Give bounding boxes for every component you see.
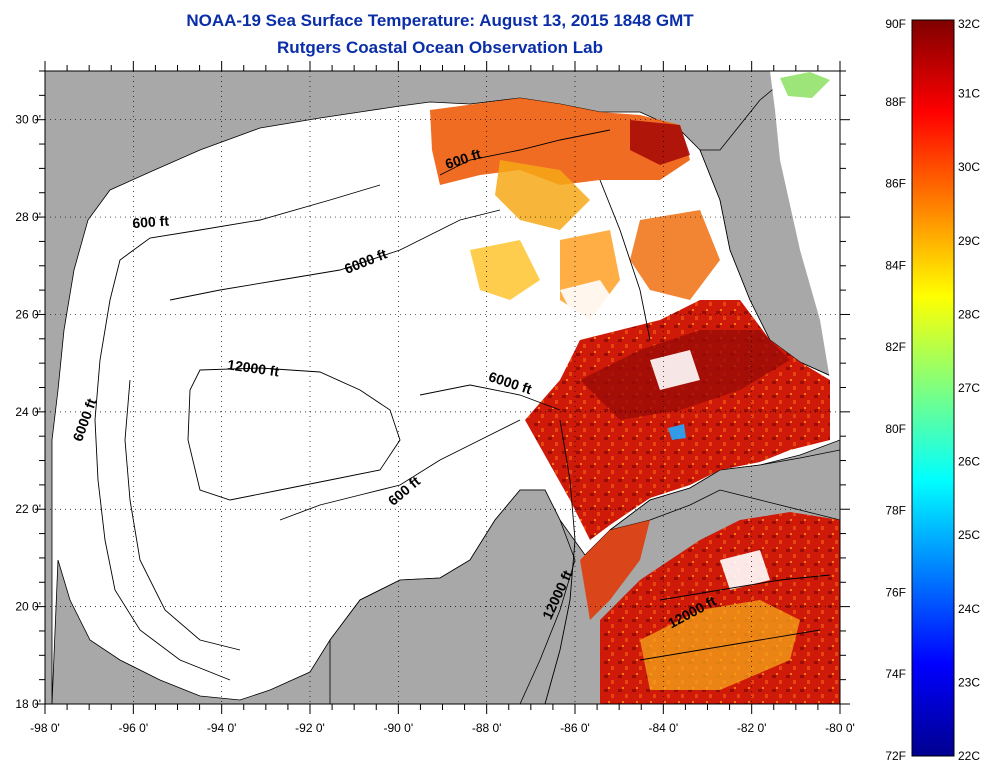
colorbar-f-label: 78F <box>885 504 906 518</box>
colorbar-c-label: 31C <box>958 87 980 101</box>
lon-tick-label: -94 0' <box>207 721 237 735</box>
lon-tick-label: -96 0' <box>119 721 149 735</box>
colorbar-c-label: 23C <box>958 675 980 689</box>
lon-tick-label: -92 0' <box>295 721 325 735</box>
latitude-tick-labels: 30 0' 28 0' 26 0' 24 0' 22 0' 20 0' 18 0' <box>15 113 41 711</box>
colorbar-c-label: 22C <box>958 749 980 763</box>
lat-tick-label: 24 0' <box>15 405 41 419</box>
lat-tick-label: 30 0' <box>15 113 41 127</box>
colorbar-f-label: 82F <box>885 340 906 354</box>
lon-tick-label: -98 0' <box>30 721 60 735</box>
atlantic-water <box>770 71 840 400</box>
colorbar-gradient <box>911 19 955 757</box>
lat-tick-label: 26 0' <box>15 307 41 321</box>
colorbar-c-label: 27C <box>958 381 980 395</box>
colorbar-c-label: 29C <box>958 234 980 248</box>
colorbar-c-label: 28C <box>958 307 980 321</box>
contour-label: 600 ft <box>132 213 170 232</box>
colorbar-c-label: 25C <box>958 528 980 542</box>
cuba-land <box>609 449 840 531</box>
longitude-tick-labels: -98 0' -96 0' -94 0' -92 0' -90 0' -88 0' -86 … <box>30 721 855 735</box>
contour-label: 12000 ft <box>226 356 280 379</box>
colorbar-c-label: 26C <box>958 455 980 469</box>
yucatan-land <box>329 489 576 704</box>
lat-tick-label: 18 0' <box>15 697 41 711</box>
colorbar-f-label: 80F <box>885 422 906 436</box>
lon-tick-label: -84 0' <box>649 721 679 735</box>
lon-tick-label: -90 0' <box>384 721 414 735</box>
colorbar-f-label: 74F <box>885 667 906 681</box>
lat-tick-label: 20 0' <box>15 600 41 614</box>
colorbar-fahrenheit-labels: 90F 88F 86F 84F 82F 80F 78F 76F 74F 72F <box>885 17 906 763</box>
lon-tick-label: -80 0' <box>825 721 855 735</box>
lon-tick-label: -88 0' <box>472 721 502 735</box>
colorbar-c-label: 24C <box>958 602 980 616</box>
bathymetry-contours <box>94 129 831 704</box>
colorbar-f-label: 88F <box>885 95 906 109</box>
map-subtitle: Rutgers Coastal Ocean Observation Lab <box>277 38 603 57</box>
colorbar-celsius-labels: 32C 31C 30C 29C 28C 27C 26C 25C 24C 23C 22C <box>958 17 980 763</box>
lat-tick-label: 22 0' <box>15 502 41 516</box>
lon-tick-label: -82 0' <box>737 721 767 735</box>
colorbar: 90F 88F 86F 84F 82F 80F 78F 76F 74F 72F 32C 31C 30C… <box>885 17 980 763</box>
colorbar-f-label: 90F <box>885 17 906 31</box>
colorbar-f-label: 84F <box>885 258 906 272</box>
colorbar-f-label: 72F <box>885 749 906 763</box>
colorbar-f-label: 76F <box>885 585 906 599</box>
colorbar-c-label: 30C <box>958 160 980 174</box>
lon-tick-label: -86 0' <box>560 721 590 735</box>
lat-tick-label: 28 0' <box>15 210 41 224</box>
axis-ticks <box>35 61 850 714</box>
colorbar-f-label: 86F <box>885 177 906 191</box>
grid-lines <box>45 71 840 704</box>
colorbar-c-label: 32C <box>958 17 980 31</box>
map-title: NOAA-19 Sea Surface Temperature: August … <box>186 11 694 30</box>
